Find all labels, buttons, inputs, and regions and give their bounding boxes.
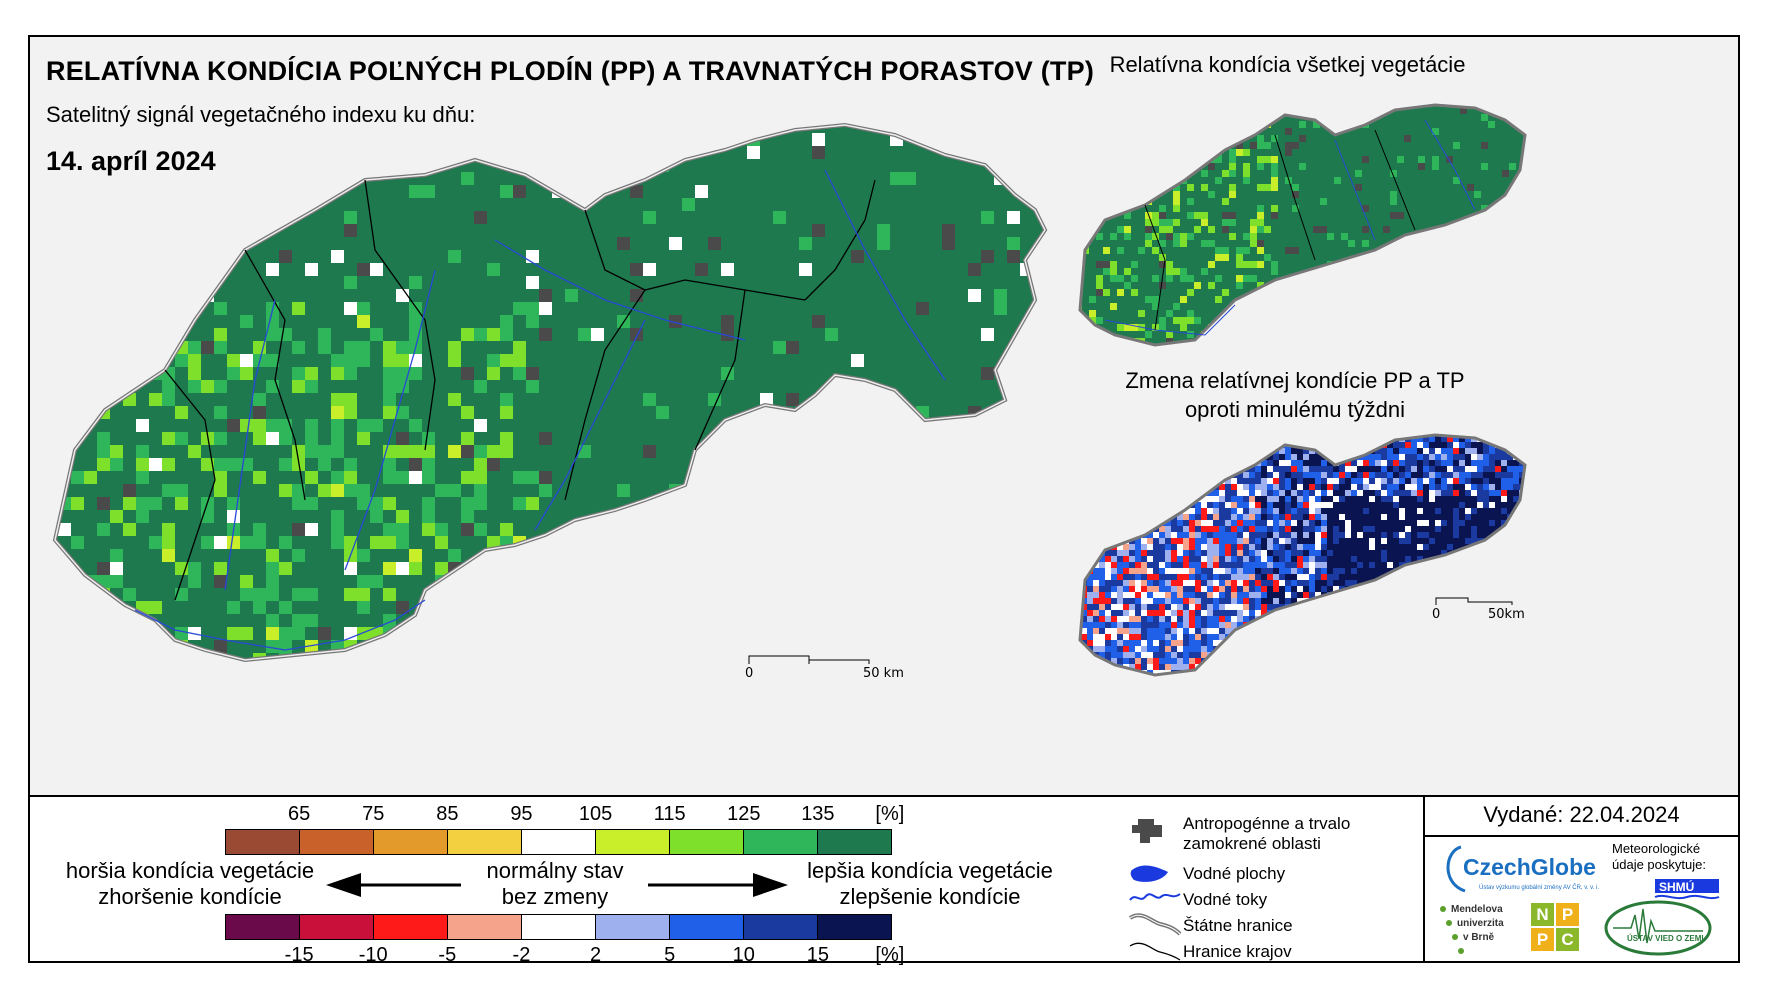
label-normal-line2: bez zmeny <box>501 884 609 909</box>
color-swatch <box>448 830 522 854</box>
state-border-icon <box>1128 913 1182 936</box>
nppc-letter-4: C <box>1556 928 1579 951</box>
inset-change-title: Zmena relatívnej kondície PP a TP oproti… <box>1100 366 1490 424</box>
scale-tick: 115 <box>653 803 686 825</box>
regional-border-icon <box>1129 942 1181 961</box>
color-swatch <box>744 830 818 854</box>
czechglobe-logo: CzechGlobe Ústav výzkumu globální změny … <box>1446 845 1599 893</box>
scale-tick: 95 <box>510 803 533 825</box>
meteo-credit: Meteorologické údaje poskytuje: <box>1612 841 1706 872</box>
legend-water-streams: Vodné toky <box>1183 890 1268 909</box>
main-scale-end: 50 km <box>863 666 904 681</box>
color-swatch <box>226 915 300 939</box>
color-swatch <box>374 830 448 854</box>
label-better-line2: zlepšenie kondície <box>839 884 1021 909</box>
label-worse-line2: zhoršenie kondície <box>98 884 282 909</box>
legend-regional-border: Hranice krajov <box>1183 942 1292 961</box>
uvz-logo: ÚSTAV VIED O ZEMI <box>1604 900 1712 956</box>
label-worse: horšia kondícia vegetácie zhoršenie kond… <box>40 858 340 910</box>
color-swatch <box>744 915 818 939</box>
water-stream-icon <box>1129 893 1181 901</box>
color-swatch <box>300 915 374 939</box>
arrow-right <box>648 873 788 897</box>
legend-water-bodies: Vodné plochy <box>1183 864 1286 883</box>
label-better-line1: lepšia kondícia vegetácie <box>807 858 1053 883</box>
color-swatch <box>522 915 596 939</box>
shmu-logo: SHMÚ <box>1654 879 1720 900</box>
inset-all-vegetation-map <box>1078 103 1527 347</box>
color-swatch <box>818 830 891 854</box>
inset-scale-zero: 0 <box>1432 607 1441 622</box>
inset-scale-end: 50km <box>1488 607 1525 622</box>
scale-tick: 5 <box>664 944 676 966</box>
inset-change-title-line2: oproti minulému týždni <box>1184 397 1406 422</box>
scale-tick: 85 <box>436 803 459 825</box>
color-swatch <box>818 915 891 939</box>
arrow-left <box>326 873 461 897</box>
scale-unit: [%] <box>875 803 905 825</box>
label-worse-line1: horšia kondícia vegetácie <box>65 858 315 883</box>
scale-tick: -15 <box>284 944 314 966</box>
scale-unit: [%] <box>875 944 905 966</box>
color-swatch <box>226 830 300 854</box>
change-color-bar <box>225 914 892 940</box>
nppc-letter-3: P <box>1531 928 1554 951</box>
scale-tick: 125 <box>727 803 761 825</box>
color-swatch <box>670 915 744 939</box>
legend-anthropogenic: Antropogénne a trvalo zamokrené oblasti <box>1183 814 1351 853</box>
issued-date: Vydané: 22.04.2024 <box>1423 797 1738 837</box>
color-swatch <box>448 915 522 939</box>
nppc-logo: N P P C <box>1531 903 1579 951</box>
main-condition-map <box>52 122 1048 663</box>
scale-tick: 65 <box>287 803 311 825</box>
color-swatch <box>596 830 670 854</box>
label-normal: normálny stav bez zmeny <box>455 858 655 910</box>
mendelu-logo: Mendelova univerzita v Brně <box>1440 904 1504 954</box>
label-normal-line1: normálny stav <box>486 858 624 883</box>
map-subtitle: Satelitný signál vegetačného indexu ku d… <box>46 102 476 127</box>
scale-tick: 105 <box>578 803 613 825</box>
water-streams-main <box>134 169 946 651</box>
condition-color-bar <box>225 829 892 855</box>
scale-tick: -10 <box>358 944 388 966</box>
anthropogenic-area-icon <box>1132 819 1162 843</box>
logos-panel: CzechGlobe Ústav výzkumu globální změny … <box>1423 837 1738 961</box>
map-title: RELATÍVNA KONDÍCIA POĽNÝCH PLODÍN (PP) A… <box>46 56 1095 86</box>
color-swatch <box>596 915 670 939</box>
scale-tick: 2 <box>589 944 602 966</box>
scale-tick: 15 <box>806 944 829 966</box>
map-date: 14. apríl 2024 <box>46 146 216 176</box>
scale-tick: 10 <box>732 944 755 966</box>
nppc-letter-2: P <box>1556 903 1579 926</box>
color-swatch <box>300 830 374 854</box>
color-swatch <box>374 915 448 939</box>
water-body-icon <box>1130 865 1168 882</box>
label-better: lepšia kondícia vegetácie zlepšenie kond… <box>780 858 1080 910</box>
color-swatch <box>670 830 744 854</box>
inset-change-map <box>1078 433 1527 677</box>
scale-tick: -5 <box>438 944 457 966</box>
inset-all-vegetation-title: Relatívna kondícia všetkej vegetácie <box>1109 52 1466 77</box>
scale-tick: 75 <box>362 803 385 825</box>
scale-tick: 135 <box>801 803 835 825</box>
main-map-grid <box>55 125 1045 660</box>
inset-change-title-line1: Zmena relatívnej kondície PP a TP <box>1125 368 1465 393</box>
nppc-letter-1: N <box>1531 903 1554 926</box>
scale-tick: -2 <box>512 944 531 966</box>
color-swatch <box>522 830 596 854</box>
main-scale-zero: 0 <box>745 666 754 681</box>
legend-state-border: Štátne hranice <box>1183 916 1293 935</box>
